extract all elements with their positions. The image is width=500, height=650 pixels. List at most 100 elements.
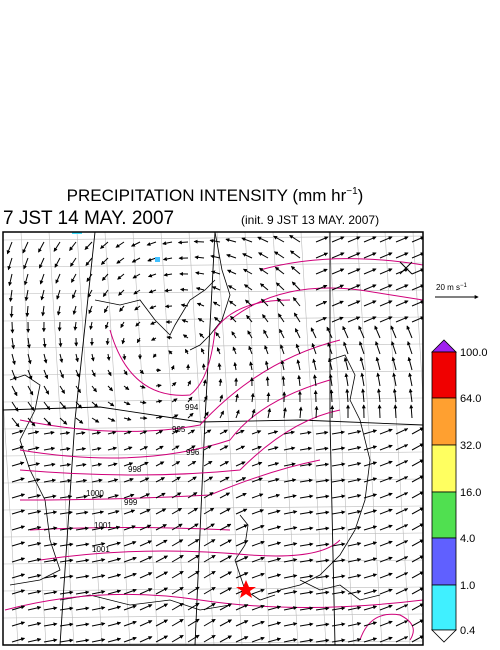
wind-arrow (299, 542, 314, 547)
wind-arrow (91, 622, 106, 627)
wind-arrow (203, 445, 212, 451)
wind-arrow (11, 353, 16, 366)
wind-arrow (235, 540, 249, 547)
wind-arrow (75, 558, 90, 563)
wind-arrow (107, 401, 115, 407)
wind-arrow (379, 284, 393, 291)
wind-arrow (280, 359, 285, 371)
wind-arrow (251, 461, 263, 467)
wind-arrow (283, 462, 296, 467)
wind-arrow (155, 524, 167, 531)
wind-arrow (328, 373, 333, 387)
wind-arrow (411, 523, 423, 531)
wind-arrow (230, 315, 237, 323)
wind-arrow (235, 572, 249, 579)
wind-arrow (363, 493, 378, 499)
wind-arrow (231, 331, 237, 339)
grid-line (104, 232, 131, 645)
wind-arrow (315, 430, 329, 435)
wind-arrow (377, 404, 382, 419)
wind-arrow (395, 459, 409, 467)
wind-arrow (59, 510, 73, 515)
wind-arrow (363, 268, 377, 275)
reference-exponent: −1 (460, 283, 468, 289)
wind-arrow (235, 604, 249, 611)
wind-arrow (11, 605, 26, 611)
wind-arrow (187, 602, 200, 611)
wind-arrow (27, 353, 32, 365)
wind-arrow (70, 257, 77, 267)
wind-arrow (88, 305, 93, 315)
wind-arrow (75, 353, 79, 363)
wind-arrow (91, 446, 102, 451)
wind-arrow (219, 476, 230, 483)
wind-arrow (122, 353, 127, 361)
wind-arrow (131, 257, 141, 263)
wind-arrow (315, 317, 328, 323)
wind-arrow (411, 555, 423, 563)
wind-arrow (274, 251, 285, 259)
wind-arrow (407, 356, 413, 371)
wind-arrow (139, 620, 153, 627)
wind-arrow (219, 461, 229, 467)
wind-arrow (283, 446, 296, 451)
wind-arrow (411, 507, 423, 515)
wind-arrow (244, 299, 253, 307)
wind-arrow (379, 604, 393, 611)
wind-arrow (331, 510, 346, 515)
wind-arrow (171, 570, 184, 579)
wind-arrow (119, 305, 125, 312)
wind-arrow (59, 590, 74, 595)
wind-arrow (203, 618, 216, 627)
wind-arrow (363, 461, 378, 467)
wind-arrow (11, 637, 26, 643)
wind-arrow (195, 271, 205, 276)
colorbar-label: 16.0 (460, 487, 481, 499)
wind-arrow (27, 369, 33, 380)
wind-arrow (71, 289, 77, 299)
wind-arrow (123, 430, 132, 435)
wind-arrow (331, 478, 346, 483)
wind-arrow (347, 284, 361, 291)
wind-arrow (263, 329, 269, 339)
wind-arrow (101, 273, 109, 281)
wind-arrow (139, 493, 151, 499)
wind-arrow (347, 445, 362, 451)
wind-arrow (39, 273, 45, 285)
wind-arrow (25, 305, 30, 318)
wind-arrow (248, 345, 253, 355)
wind-arrow (75, 401, 83, 409)
wind-arrow (219, 619, 233, 627)
wind-arrow (411, 619, 423, 627)
wind-arrow (218, 378, 223, 387)
grid-line (3, 235, 423, 241)
wind-arrow (203, 554, 216, 563)
wind-arrow (155, 461, 165, 467)
wind-arrow (331, 558, 346, 563)
wind-arrow (379, 556, 393, 563)
grid-line (300, 232, 327, 645)
wind-arrow (27, 637, 42, 643)
wind-arrow (53, 241, 61, 252)
wind-arrow (251, 604, 265, 611)
wind-arrow (379, 460, 393, 467)
wind-arrow (171, 445, 180, 451)
wind-arrow (347, 637, 362, 643)
wind-arrow (411, 300, 423, 307)
wind-arrow (103, 305, 109, 314)
wind-arrow (395, 427, 409, 435)
wind-arrow (299, 606, 314, 611)
wind-arrow (264, 360, 269, 371)
wind-arrow (187, 445, 196, 451)
wind-arrow (331, 252, 345, 259)
wind-arrow (107, 446, 118, 451)
wind-arrow (298, 406, 303, 419)
wind-arrow (107, 605, 122, 611)
wind-arrow (75, 431, 86, 436)
wind-arrow (23, 257, 29, 270)
wind-arrow (123, 477, 134, 483)
wind-arrow (297, 374, 302, 387)
wind-arrow (408, 388, 413, 403)
wind-arrow (75, 606, 90, 611)
wind-arrow (347, 252, 361, 259)
